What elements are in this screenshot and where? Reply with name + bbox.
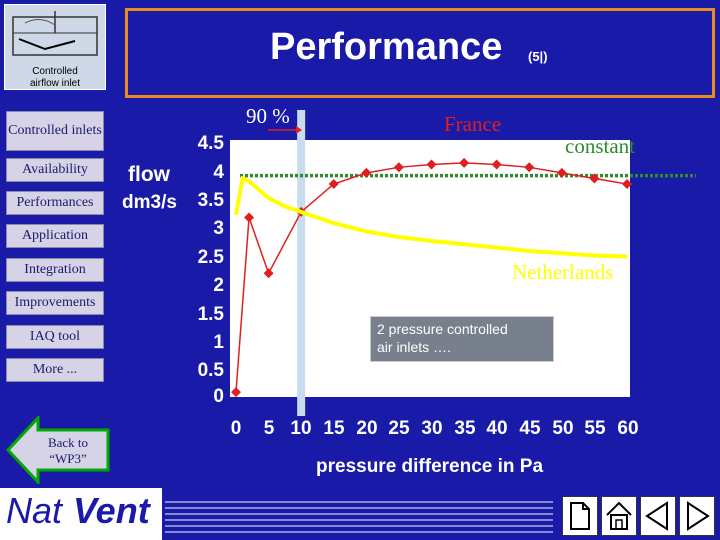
- series-france-point: [263, 268, 274, 279]
- home-button[interactable]: [601, 496, 637, 536]
- annotation-box: 2 pressure controlled air inlets ….: [370, 316, 554, 362]
- back-button-label[interactable]: Back to “WP3”: [38, 435, 98, 467]
- series-france-point: [459, 157, 470, 168]
- y-tick-label: 4.5: [197, 133, 224, 154]
- x-tick-label: 55: [584, 418, 606, 439]
- y-tick-label: 4: [213, 162, 224, 183]
- brand-box: [0, 488, 162, 540]
- x-axis-label: pressure difference in Pa: [316, 456, 544, 477]
- triangle-left-icon: [645, 501, 668, 531]
- ninety-percent-arrowhead: [296, 126, 302, 134]
- series-france-line: [235, 162, 628, 393]
- ninety-percent-band: [297, 110, 306, 416]
- nav-application[interactable]: Application: [6, 224, 104, 248]
- title-frame: [125, 8, 715, 98]
- x-tick-label: 35: [454, 418, 476, 439]
- series-france-point: [231, 387, 241, 398]
- x-tick-label: 0: [230, 418, 242, 439]
- x-tick-label: 60: [617, 418, 639, 439]
- y-tick-label: 2.5: [197, 247, 224, 268]
- y-tick-label: 1.5: [197, 304, 224, 325]
- x-tick-label: 10: [290, 418, 312, 439]
- series-netherlands-line: [234, 175, 628, 259]
- series-france-point: [524, 162, 535, 173]
- x-tick-label: 40: [486, 418, 508, 439]
- x-tick-label: 15: [323, 418, 345, 439]
- x-tick-label: 5: [263, 418, 275, 439]
- annotation-france: France: [444, 112, 502, 136]
- nav-integration[interactable]: Integration: [6, 258, 104, 282]
- home-icon: [606, 501, 632, 530]
- annotation-box-line1: 2 pressure controlled: [377, 321, 508, 337]
- footer-stripes: [165, 501, 553, 533]
- document-icon: [570, 502, 590, 530]
- y-tick-label: 3: [213, 218, 224, 239]
- y-tick-label: 0.5: [197, 360, 224, 381]
- document-button[interactable]: [562, 496, 598, 536]
- logo-caption: Controlled airflow inlet: [4, 66, 106, 90]
- y-tick-label: 3.5: [197, 190, 224, 211]
- previous-button[interactable]: [640, 496, 676, 536]
- back-label-line2: “WP3”: [49, 451, 87, 466]
- series-france-point: [361, 167, 372, 178]
- y-axis-label-unit: dm3/s: [122, 192, 177, 213]
- brand-nat: Nat: [6, 490, 63, 531]
- nav-controlled-inlets[interactable]: Controlled inlets: [6, 111, 104, 151]
- series-france-point: [328, 179, 339, 190]
- series-france-point: [556, 167, 567, 178]
- next-button[interactable]: [679, 496, 715, 536]
- annotation-box-line2: air inlets ….: [377, 339, 451, 355]
- annotation-netherlands: Netherlands: [512, 260, 614, 284]
- logo-image: [4, 4, 106, 90]
- x-tick-label: 30: [421, 418, 443, 439]
- annotation-ninety-percent: 90 %: [246, 104, 290, 128]
- x-tick-label: 50: [552, 418, 574, 439]
- brand-vent: Vent: [73, 490, 150, 531]
- y-tick-label: 0: [213, 386, 224, 407]
- series-france-point: [589, 173, 600, 184]
- series-france-point: [244, 212, 255, 223]
- annotation-constant: constant: [565, 134, 635, 158]
- series-france-point: [393, 162, 404, 173]
- triangle-right-icon: [687, 501, 710, 531]
- series-france-point: [491, 159, 502, 170]
- nav-availability[interactable]: Availability: [6, 158, 104, 182]
- page-subtitle: (5|): [528, 49, 548, 64]
- x-tick-label: 45: [519, 418, 541, 439]
- y-tick-label: 1: [213, 332, 224, 353]
- y-tick-label: 2: [213, 275, 224, 296]
- series-france-point: [622, 179, 632, 190]
- x-tick-label: 25: [388, 418, 410, 439]
- y-axis-label-flow: flow: [128, 163, 170, 186]
- nav-iaq-tool[interactable]: IAQ tool: [6, 325, 104, 349]
- logo-caption-line2: airflow inlet: [29, 78, 81, 89]
- airflow-inlet-diagram-icon: [12, 11, 98, 56]
- back-arrow-icon[interactable]: [6, 416, 110, 484]
- series-france-point: [426, 159, 437, 170]
- back-label-line1: Back to: [47, 435, 89, 450]
- nav-improvements[interactable]: Improvements: [6, 291, 104, 315]
- logo-caption-line1: Controlled: [32, 66, 78, 77]
- nav-performances[interactable]: Performances: [6, 191, 104, 215]
- x-tick-label: 20: [356, 418, 378, 439]
- page-title: Performance: [270, 26, 503, 68]
- nav-more[interactable]: More ...: [6, 358, 104, 382]
